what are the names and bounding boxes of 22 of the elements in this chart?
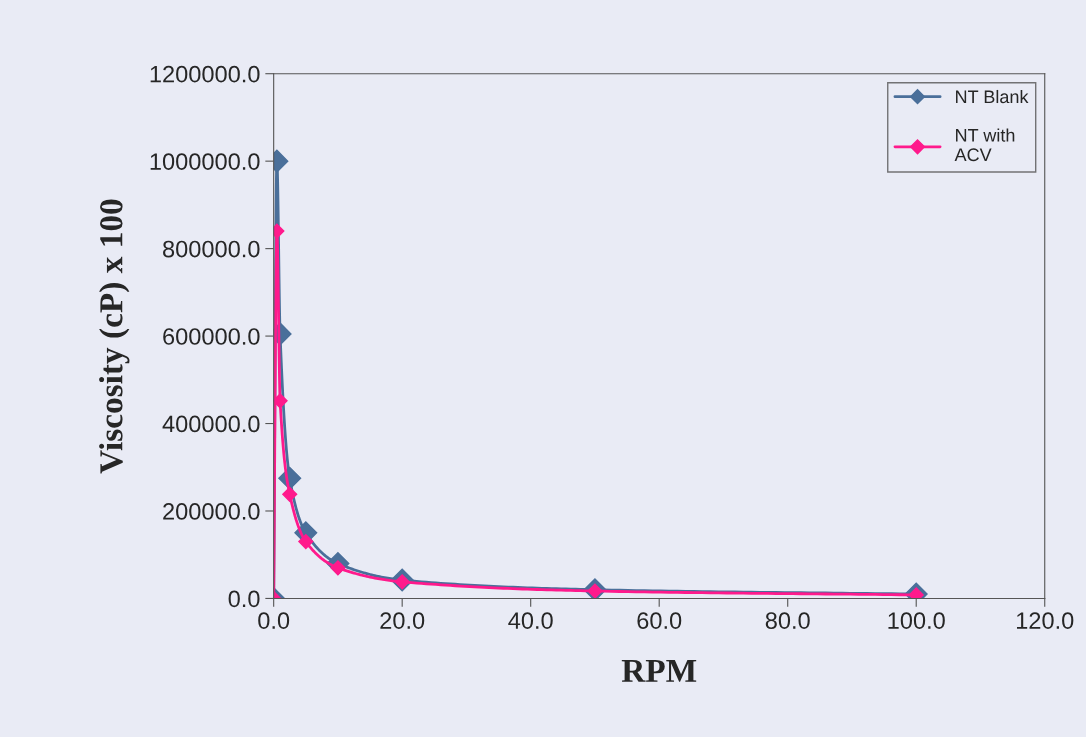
y-tick-label: 600000.0 — [163, 328, 260, 345]
point — [273, 393, 288, 409]
y-tick-label: 0.0 — [228, 590, 260, 608]
x-tick-label: 40.0 — [508, 612, 553, 629]
legend-label: NT with ACV — [954, 128, 1015, 162]
y-tick-label: 1000000.0 — [150, 153, 260, 170]
legend-label: NT Blank — [956, 89, 1029, 104]
y-axis-title: Viscosity (cP) x 100 — [99, 199, 130, 474]
point — [282, 486, 298, 502]
x-tick-label: 20.0 — [380, 612, 425, 629]
x-tick-label: 0.0 — [258, 612, 290, 629]
x-tick-label: 80.0 — [765, 612, 810, 629]
x-tick-label: 60.0 — [637, 612, 682, 629]
point — [908, 587, 924, 599]
y-tick-label: 400000.0 — [162, 415, 260, 433]
point — [298, 534, 314, 550]
y-tick-label: 800000.0 — [163, 240, 260, 258]
y-tick-label: 200000.0 — [163, 503, 260, 520]
x-axis-title: RPM — [621, 659, 697, 682]
y-tick-label: 1200000.0 — [150, 65, 260, 83]
x-tick-label: 120.0 — [1016, 612, 1074, 629]
x-tick-label: 100.0 — [888, 612, 945, 629]
